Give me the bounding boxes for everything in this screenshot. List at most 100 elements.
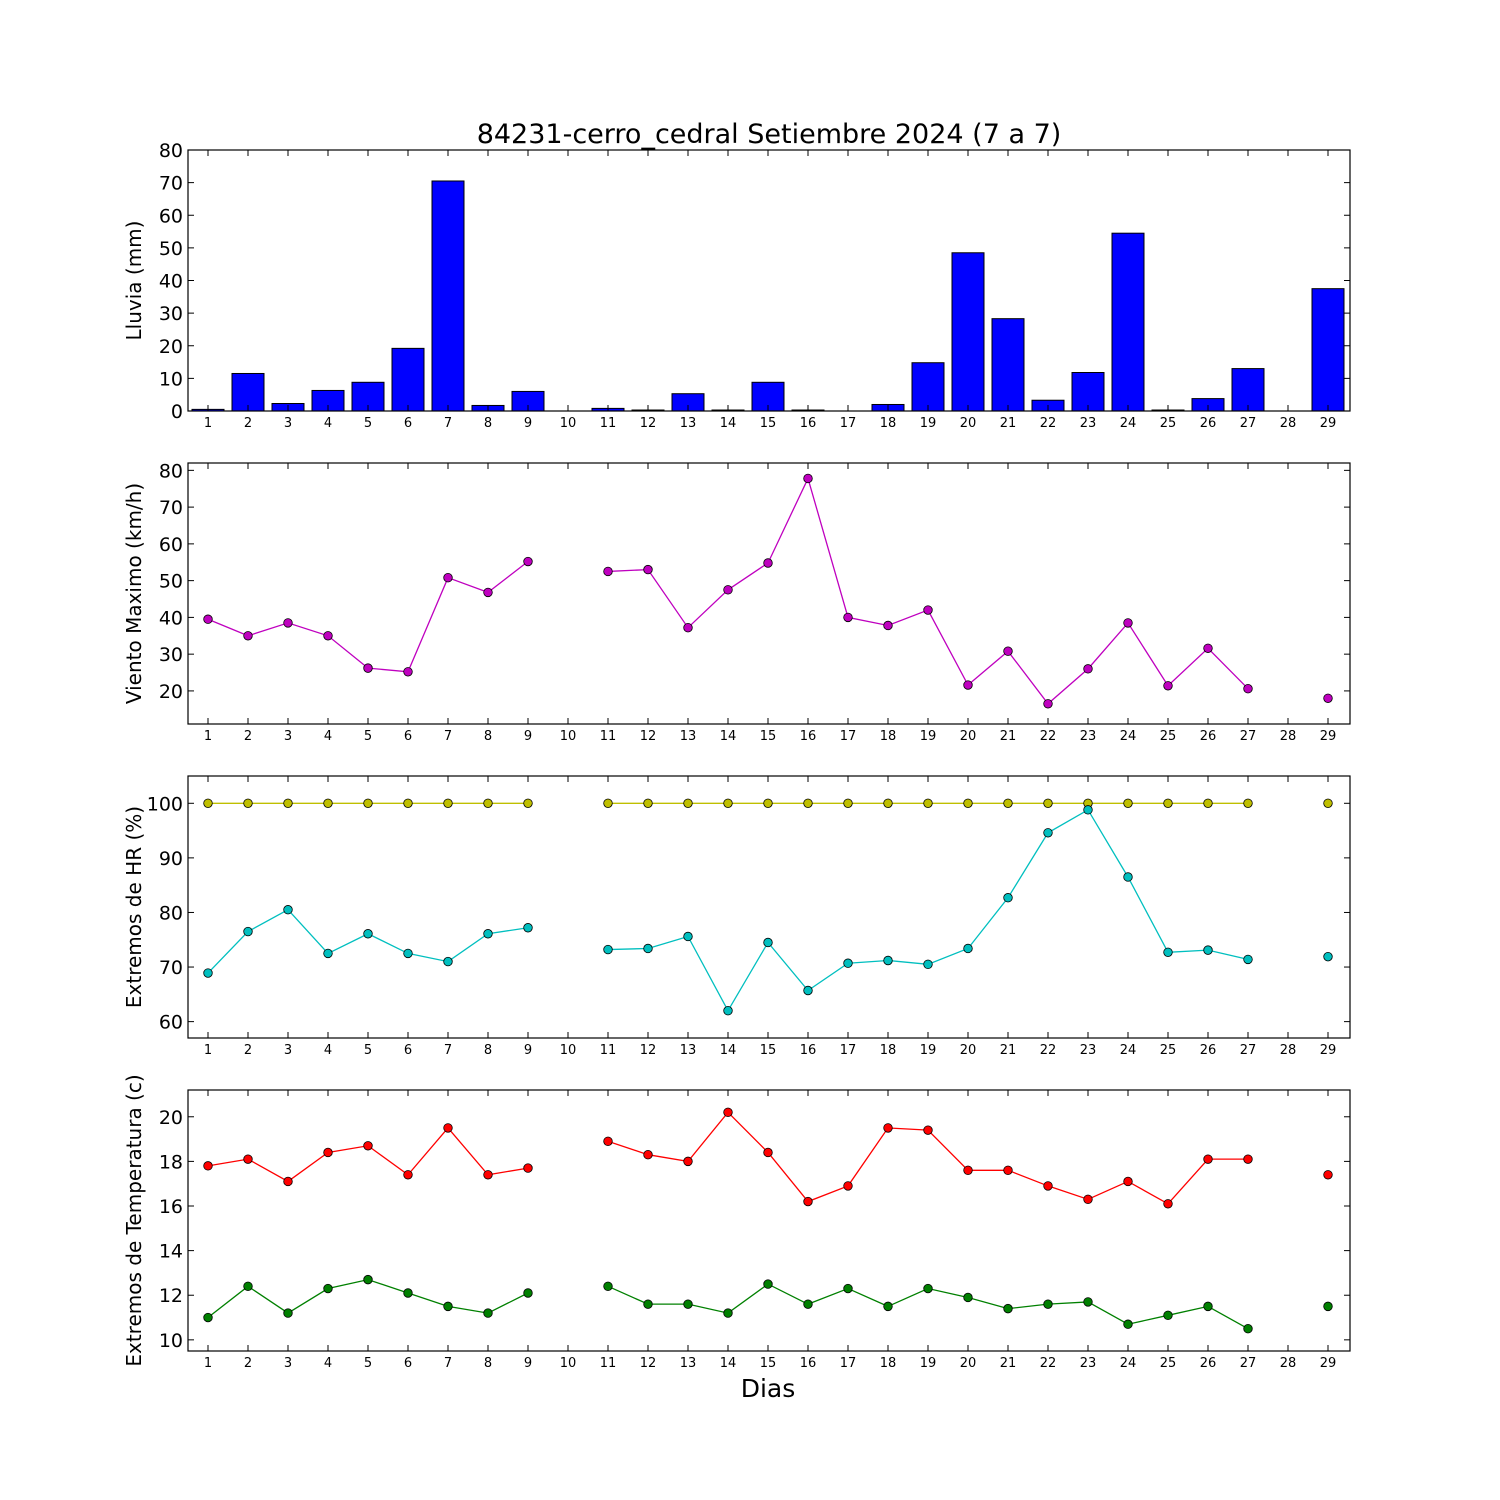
- point-viento-day-6: [403, 667, 413, 677]
- xtick-label: 11: [600, 729, 617, 744]
- point-hr_min-day-26: [1203, 945, 1213, 955]
- point-hr_min-day-21: [1003, 893, 1013, 903]
- point-hr_max-day-27: [1243, 798, 1253, 808]
- point-t_min-day-16: [803, 1299, 813, 1309]
- point-t_max-day-19: [923, 1125, 933, 1135]
- xtick-label: 19: [920, 416, 937, 431]
- ytick-label: 80: [159, 460, 183, 482]
- ytick-label: 20: [159, 336, 183, 358]
- point-viento-day-11: [603, 566, 613, 577]
- xtick-label: 22: [1040, 1356, 1057, 1371]
- xtick-label: 2: [244, 729, 252, 744]
- xtick-label: 20: [960, 416, 977, 431]
- bar-lluvia-day-27: [1231, 368, 1265, 412]
- xtick-label: 25: [1160, 416, 1177, 431]
- xtick-label: 24: [1120, 1356, 1137, 1371]
- point-hr_min-day-11: [603, 944, 613, 955]
- point-hr_max-day-24: [1123, 798, 1133, 808]
- axes-frame-temperatura: [187, 1089, 1351, 1352]
- point-t_max-day-24: [1123, 1176, 1133, 1187]
- xtick-label: 27: [1240, 1356, 1257, 1371]
- point-hr_max-day-12: [643, 798, 653, 808]
- point-t_min-day-19: [923, 1283, 933, 1294]
- xtick-label: 29: [1320, 729, 1337, 744]
- point-hr_max-day-16: [803, 798, 813, 808]
- xtick-label: 10: [560, 416, 577, 431]
- x-axis-label: Dias: [741, 1374, 796, 1403]
- xtick-label: 15: [760, 1043, 777, 1058]
- point-t_max-day-11: [603, 1136, 613, 1147]
- point-t_max-day-22: [1043, 1181, 1053, 1191]
- point-viento-day-9: [523, 556, 533, 567]
- y-axis-label-hr: Extremos de HR (%): [122, 806, 146, 1008]
- y-axis-label-lluvia: Lluvia (mm): [122, 221, 146, 341]
- xtick-label: 26: [1200, 729, 1217, 744]
- point-t_min-day-21: [1003, 1303, 1013, 1314]
- point-t_max-day-4: [323, 1147, 333, 1158]
- xtick-label: 26: [1200, 1043, 1217, 1058]
- point-viento-day-22: [1043, 699, 1053, 709]
- point-t_max-day-17: [843, 1181, 853, 1191]
- xtick-label: 27: [1240, 729, 1257, 744]
- xtick-label: 28: [1280, 729, 1297, 744]
- point-t_max-day-5: [363, 1141, 373, 1151]
- point-hr_max-day-25: [1163, 798, 1173, 808]
- point-t_max-day-12: [643, 1149, 653, 1160]
- point-t_min-day-20: [963, 1292, 973, 1303]
- point-viento-day-7: [443, 572, 453, 583]
- xtick-label: 21: [1000, 416, 1017, 431]
- xtick-label: 19: [920, 1043, 937, 1058]
- point-hr_max-day-17: [843, 798, 853, 808]
- point-hr_max-day-19: [923, 798, 933, 808]
- point-hr_min-day-9: [523, 923, 533, 933]
- point-t_min-day-7: [443, 1301, 453, 1312]
- point-t_max-day-2: [243, 1154, 253, 1164]
- bar-lluvia-day-23: [1071, 372, 1105, 412]
- xtick-label: 4: [324, 1356, 332, 1371]
- xtick-label: 12: [640, 1356, 657, 1371]
- xtick-label: 16: [800, 1043, 817, 1058]
- point-viento-day-25: [1163, 681, 1173, 691]
- point-hr_max-day-18: [883, 798, 893, 808]
- point-viento-day-14: [723, 585, 733, 595]
- point-t_min-day-12: [643, 1299, 653, 1309]
- y-axis-label-temperatura: Extremos de Temperatura (c): [122, 1074, 146, 1366]
- point-viento-day-16: [803, 473, 813, 484]
- point-t_min-day-11: [603, 1281, 613, 1292]
- point-t_min-day-8: [483, 1308, 493, 1318]
- xtick-label: 24: [1120, 1043, 1137, 1058]
- xtick-label: 10: [560, 1356, 577, 1371]
- point-hr_max-day-1: [203, 798, 213, 808]
- xtick-label: 12: [640, 729, 657, 744]
- point-hr_min-day-8: [483, 929, 493, 939]
- xtick-label: 28: [1280, 416, 1297, 431]
- point-t_min-day-25: [1163, 1310, 1173, 1321]
- xtick-label: 29: [1320, 1043, 1337, 1058]
- xtick-label: 3: [284, 1356, 292, 1371]
- ytick-label: 60: [159, 534, 183, 556]
- point-hr_min-day-20: [963, 943, 973, 954]
- point-viento-day-24: [1123, 618, 1133, 628]
- xtick-label: 16: [800, 1356, 817, 1371]
- point-hr_min-day-14: [723, 1006, 733, 1016]
- point-t_min-day-6: [403, 1288, 413, 1298]
- point-viento-day-17: [843, 612, 853, 623]
- xtick-label: 17: [840, 1356, 857, 1371]
- xtick-label: 18: [880, 1356, 897, 1371]
- point-viento-day-19: [923, 605, 933, 615]
- xtick-label: 22: [1040, 1043, 1057, 1058]
- xtick-label: 22: [1040, 416, 1057, 431]
- ytick-label: 60: [159, 1012, 183, 1034]
- point-t_min-day-13: [683, 1299, 693, 1309]
- xtick-label: 1: [204, 1356, 212, 1371]
- point-t_max-day-18: [883, 1123, 893, 1133]
- ytick-label: 100: [147, 793, 183, 815]
- xtick-label: 23: [1080, 729, 1097, 744]
- xtick-label: 12: [640, 416, 657, 431]
- point-hr_max-day-22: [1043, 798, 1053, 808]
- point-t_max-day-9: [523, 1163, 533, 1173]
- point-hr_max-day-21: [1003, 798, 1013, 808]
- point-viento-day-29: [1323, 693, 1333, 703]
- ytick-label: 14: [159, 1241, 183, 1263]
- bar-lluvia-day-6: [391, 347, 425, 412]
